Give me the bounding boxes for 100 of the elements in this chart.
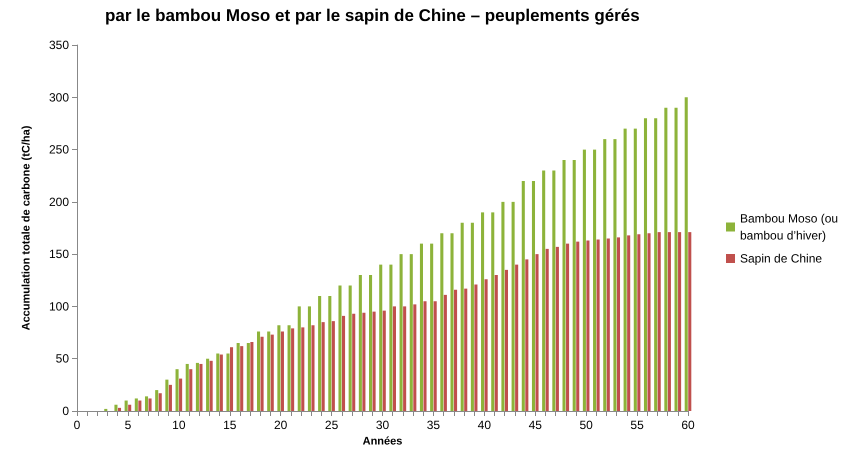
bar <box>403 306 406 411</box>
bar <box>114 404 118 411</box>
bar <box>291 328 294 411</box>
bar <box>206 358 210 411</box>
bar <box>501 202 504 411</box>
y-tick-label: 150 <box>48 247 70 262</box>
x-tick-label: 5 <box>124 418 132 432</box>
bar <box>332 321 335 411</box>
y-tick-label: 300 <box>48 90 70 104</box>
bar <box>308 306 311 411</box>
bar <box>256 332 260 411</box>
bar <box>358 275 362 411</box>
bar <box>413 304 416 411</box>
bar <box>301 327 304 411</box>
bar <box>189 369 192 411</box>
bar <box>216 353 220 411</box>
bar <box>562 160 566 411</box>
bar <box>322 322 325 411</box>
legend-label: Bambou Moso (ou bambou d’hiver) <box>740 212 842 242</box>
bar <box>138 400 142 411</box>
bar <box>277 325 280 411</box>
x-tick-label: 60 <box>681 418 695 432</box>
bar <box>179 378 182 411</box>
x-tick-label: 40 <box>478 418 492 432</box>
bar <box>484 279 488 411</box>
bar <box>400 254 403 411</box>
bar <box>168 384 172 411</box>
bar <box>176 369 179 411</box>
bar <box>410 254 413 411</box>
bar <box>634 128 637 411</box>
bar <box>392 306 396 411</box>
bar <box>593 150 596 411</box>
bar <box>664 108 668 411</box>
bar <box>148 398 152 411</box>
bar <box>118 408 122 411</box>
bar <box>199 364 203 411</box>
x-tick-label: 50 <box>579 418 594 432</box>
bar <box>515 264 518 411</box>
y-tick-label: 200 <box>48 194 70 209</box>
bar <box>576 242 580 411</box>
y-tick-label: 350 <box>48 38 70 52</box>
bar <box>434 301 437 411</box>
bar <box>586 240 590 411</box>
bar <box>668 232 671 411</box>
bar <box>464 288 468 411</box>
bar <box>684 97 688 411</box>
bar <box>250 342 254 411</box>
bar <box>298 306 301 411</box>
bar <box>186 364 189 411</box>
bar <box>240 346 244 411</box>
x-tick-label: 35 <box>426 418 440 432</box>
x-tick-label: 30 <box>376 418 390 432</box>
bar <box>658 232 661 411</box>
chart-title: par le bambou Moso et par le sapin de Chine – peuplements gérés <box>105 6 640 25</box>
bar <box>444 294 447 411</box>
bar <box>328 296 332 411</box>
bar <box>420 244 424 411</box>
y-tick-label: 100 <box>48 299 70 314</box>
bar <box>460 222 464 411</box>
bar <box>552 170 556 411</box>
bar <box>494 275 498 411</box>
bar <box>512 202 515 411</box>
bar <box>470 222 474 411</box>
bar <box>165 380 168 411</box>
bar <box>450 233 454 411</box>
bar <box>644 118 648 411</box>
bar <box>688 232 692 411</box>
bar <box>372 312 376 411</box>
bar <box>440 233 444 411</box>
x-axis-title: Années <box>362 435 402 448</box>
bar <box>362 312 366 411</box>
bar <box>481 212 484 411</box>
bar <box>596 240 600 411</box>
bar <box>423 301 427 411</box>
bar <box>270 334 274 411</box>
bar <box>546 248 549 411</box>
bar <box>542 170 546 411</box>
bar <box>280 332 284 411</box>
y-tick-label: 50 <box>56 352 70 366</box>
bar <box>155 390 158 411</box>
x-tick-label: 10 <box>172 418 186 432</box>
bar <box>566 244 570 411</box>
bar <box>627 235 630 411</box>
bar <box>532 180 536 411</box>
x-tick-label: 0 <box>74 418 81 432</box>
bar <box>230 347 234 411</box>
y-axis-title: Accumulation totale de carbone (tC/ha) <box>20 125 32 330</box>
bar <box>654 118 658 411</box>
bar <box>389 264 392 411</box>
bar <box>352 314 356 411</box>
bar <box>196 362 199 411</box>
bar <box>220 354 223 411</box>
bar <box>606 238 610 411</box>
bar <box>128 404 132 411</box>
bar <box>369 275 372 411</box>
bar <box>674 108 678 411</box>
x-tick-label: 45 <box>528 418 542 432</box>
bar <box>342 316 346 411</box>
bar <box>430 244 434 411</box>
bar <box>379 264 382 411</box>
